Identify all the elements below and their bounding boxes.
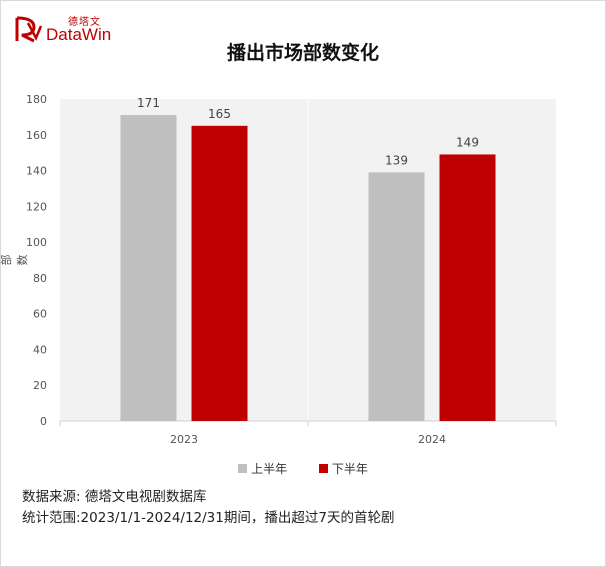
data-label: 139 [385,153,408,167]
bar-second-half [439,154,496,421]
y-tick-label: 0 [40,415,47,428]
data-label: 171 [137,96,160,110]
bar-first-half [120,115,177,421]
x-tick-label: 2023 [170,433,198,446]
bar-first-half [368,172,425,421]
legend-item-first-half: 上半年 [238,460,287,477]
x-tick-label: 2024 [418,433,446,446]
y-tick-label: 160 [26,129,47,142]
y-axis-label: 部数 [0,254,29,266]
legend-label-second-half: 下半年 [331,462,368,476]
data-label: 165 [208,107,231,121]
legend-label-first-half: 上半年 [251,462,288,476]
chart-title: 播出市场部数变化 [226,42,379,64]
datawin-logo-icon [15,16,43,43]
legend-swatch-second-half [318,464,328,473]
y-tick-label: 180 [26,93,47,106]
y-tick-label: 100 [26,236,47,249]
scope-note: 统计范围:2023/1/1-2024/12/31期间，播出超过7天的首轮剧 [22,510,395,526]
datawin-logo: 德塔文 DataWin [14,12,124,46]
logo-en-text: DataWin [46,25,112,44]
bar-second-half [191,125,248,421]
y-tick-label: 20 [33,379,47,392]
footnotes: 数据来源: 德塔文电视剧数据库 统计范围:2023/1/1-2024/12/31… [22,487,394,529]
logo-cn-text: 德塔文 [68,17,101,28]
y-tick-label: 80 [33,272,47,285]
y-tick-label: 140 [26,165,47,178]
y-tick-label: 120 [26,200,47,213]
data-label: 149 [456,135,479,149]
y-tick-label: 60 [33,308,47,321]
legend-swatch-first-half [238,464,248,473]
source-note: 数据来源: 德塔文电视剧数据库 [22,489,207,505]
y-tick-label: 40 [33,343,47,356]
legend-item-second-half: 下半年 [318,460,368,477]
legend: 上半年 下半年 [0,460,606,477]
